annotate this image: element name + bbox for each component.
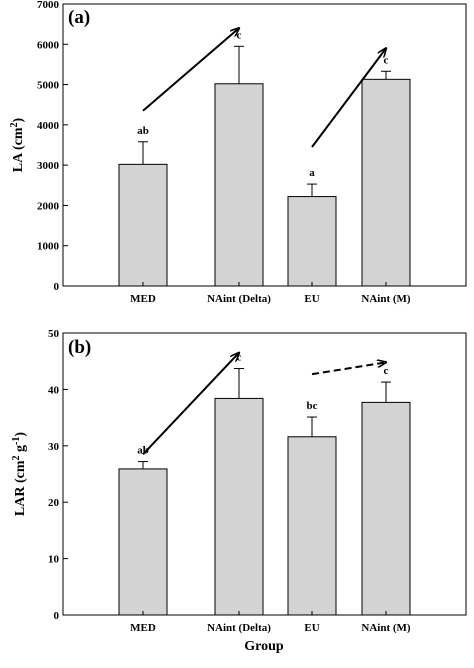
panel-b-arrow [142, 353, 239, 455]
panel-a-category-label: NAint (Delta) [207, 293, 271, 305]
panel-b-significance-label: c [384, 365, 389, 377]
panel-a-ytick-label: 3000 [37, 160, 60, 172]
panel-b-ytick-label: 0 [54, 610, 60, 622]
panel-a-significance-label: a [309, 167, 315, 179]
panel-a-ytick-label: 5000 [37, 80, 60, 92]
panel-a-bar [361, 78, 411, 287]
panel-b-ytick-label: 20 [48, 497, 60, 509]
panel-a-bar [214, 83, 264, 287]
panel-b-bar [118, 468, 168, 616]
panel-a-ytick-label: 4000 [37, 120, 60, 132]
panel-b-xlabel: Group [244, 639, 284, 654]
panel-b-label: (b) [68, 337, 91, 358]
panel-a-frame [62, 3, 467, 287]
panel-a: (a) LA (cm2) 0 1000 2000 3000 4000 5000 6000 70… [9, 0, 467, 305]
panel-b-significance-label: ab [137, 445, 149, 457]
panel-a-ytick-label: 6000 [37, 39, 60, 51]
panel-a-category-label: EU [304, 293, 319, 305]
panel-b-arrow [311, 362, 386, 376]
panel-a-arrow [311, 48, 386, 148]
panel-b-ytick-label: 50 [48, 328, 60, 340]
panel-b-ytick-label: 10 [48, 554, 60, 566]
panel-a-category-label: MED [130, 293, 156, 305]
panel-a-ytick-label: 2000 [37, 200, 60, 212]
panel-b-ylabel: LAR (cm2 g-1) [11, 432, 29, 516]
panel-a-significance-label: ab [137, 125, 149, 137]
panel-a-marks: 0 1000 2000 3000 4000 5000 6000 7000 ab MED c NAint… [37, 0, 411, 305]
panel-b: (b) LAR (cm2 g-1) Group 0 10 20 30 40 50 ab MED… [11, 328, 467, 654]
panel-a-label: (a) [68, 7, 90, 28]
panel-a-bar [118, 163, 168, 287]
panel-a-ytick-label: 7000 [37, 0, 60, 11]
panel-a-bar [287, 196, 337, 287]
panel-b-category-label: EU [304, 622, 319, 634]
panel-a-significance-label: c [384, 54, 389, 66]
panel-b-bar [214, 397, 264, 616]
panel-b-bar [287, 436, 337, 616]
panel-b-ytick-label: 40 [48, 384, 60, 396]
panel-a-significance-label: c [237, 29, 242, 41]
panel-b-ytick-label: 30 [48, 441, 60, 453]
panel-b-bar [361, 401, 411, 616]
panel-a-ylabel: LA (cm2) [9, 117, 27, 172]
panel-b-category-label: NAint (Delta) [207, 622, 271, 634]
panel-a-ytick-label: 1000 [37, 241, 60, 253]
panel-a-arrow [142, 28, 239, 112]
panel-b-significance-label: bc [307, 400, 318, 412]
panel-b-frame [62, 332, 467, 616]
panel-b-category-label: NAint (M) [361, 622, 411, 634]
panel-a-ytick-label: 0 [54, 281, 60, 293]
panel-a-category-label: NAint (M) [361, 293, 411, 305]
panel-b-category-label: MED [130, 622, 156, 634]
